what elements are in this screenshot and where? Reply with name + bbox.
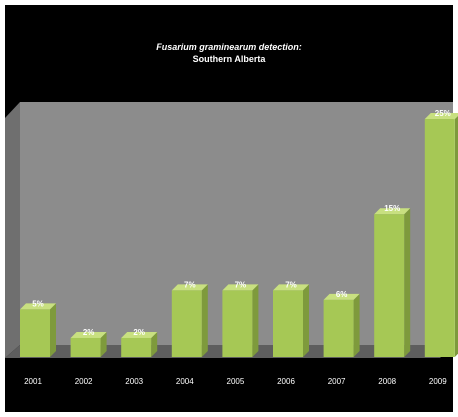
bar-side [353, 293, 360, 357]
bars-group [20, 113, 458, 357]
bar-side [50, 303, 56, 357]
value-label-2002: 2% [83, 328, 95, 337]
value-label-2001: 5% [32, 299, 44, 308]
bar-top [424, 113, 458, 120]
x-tick-label-2003: 2003 [125, 377, 143, 386]
bar-front [374, 214, 405, 357]
bar-2004 [171, 284, 208, 357]
x-tick-label-2007: 2007 [328, 377, 346, 386]
x-tick-label-2002: 2002 [75, 377, 93, 386]
bar-top [374, 208, 411, 215]
bar-side [100, 331, 107, 357]
bar-front [222, 290, 253, 357]
bar-top [222, 284, 259, 291]
bar-2008 [374, 208, 411, 357]
bar-2002 [70, 331, 107, 357]
bar-side [454, 115, 458, 357]
bar-front [424, 119, 455, 357]
bar-2006 [273, 284, 309, 357]
bar-front [121, 337, 152, 357]
bar-front [70, 337, 101, 357]
value-label-2009: 25% [435, 109, 451, 118]
x-tick-label-2001: 2001 [24, 377, 42, 386]
x-tick-label-2005: 2005 [227, 377, 245, 386]
chart-title-line-2: Southern Alberta [193, 54, 267, 64]
bar-2001 [20, 303, 56, 357]
bar-front [20, 309, 50, 357]
bar-side [151, 331, 158, 357]
chart-title-line-1: Fusarium graminearum detection: [156, 42, 302, 52]
x-tick-label-2004: 2004 [176, 377, 194, 386]
x-axis-labels-group: 2001 2002 2003 2004 2005 2006 2007 2008 2009 [24, 377, 447, 386]
bar-front [323, 299, 354, 357]
value-label-2005: 7% [235, 280, 247, 289]
bar-top [20, 303, 56, 310]
bar-top [121, 331, 158, 338]
value-labels-group: 5% 2% 2% 7% 7% 7% 6% 15% 25% [32, 109, 451, 337]
bar-2009 [424, 113, 458, 357]
bar-top [273, 284, 309, 291]
x-tick-label-2009: 2009 [429, 377, 447, 386]
bar-front [273, 290, 303, 357]
chart-side-wall [5, 102, 20, 358]
bar-side [252, 284, 259, 357]
x-tick-label-2008: 2008 [378, 377, 396, 386]
bar-side [303, 284, 309, 357]
bar-2005 [222, 284, 259, 357]
value-label-2003: 2% [133, 328, 145, 337]
bar-top [171, 284, 208, 291]
bar-2003 [121, 331, 158, 357]
value-label-2007: 6% [336, 290, 348, 299]
value-label-2008: 15% [384, 204, 400, 213]
bar-top [70, 331, 107, 338]
bar-front [171, 290, 202, 357]
bar-top [323, 293, 360, 300]
x-tick-label-2006: 2006 [277, 377, 295, 386]
value-label-2004: 7% [184, 280, 196, 289]
bar-side [201, 284, 208, 357]
bar-side [404, 208, 411, 357]
value-label-2006: 7% [285, 280, 297, 289]
bar-2007 [323, 293, 360, 357]
